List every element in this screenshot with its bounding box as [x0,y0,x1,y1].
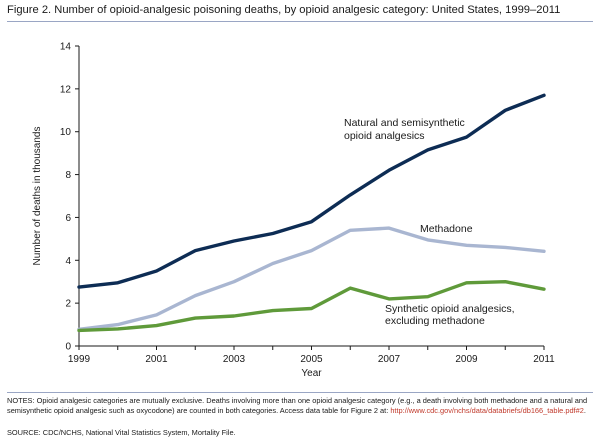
natural-series-label-line: opioid analgesics [344,130,425,142]
x-tick-label: 2001 [145,354,168,365]
notes-suffix: . [583,406,586,416]
x-tick-label: 2007 [378,354,401,365]
chart-axes [78,46,544,347]
y-tick-label: 12 [60,84,72,95]
methadone-series-line [77,226,546,331]
y-tick-label: 14 [60,42,72,53]
synthetic-series-label-line: Synthetic opioid analgesics, [385,303,515,315]
methadone-series-label-line: Methadone [420,223,473,235]
synthetic-series-line [77,280,546,333]
y-tick-label: 2 [65,299,71,310]
y-tick-label: 8 [65,170,71,181]
chart-source: SOURCE: CDC/NCHS, National Vital Statist… [7,428,236,437]
x-axis-label: Year [301,368,322,379]
data-table-link[interactable]: http://www.cdc.gov/nchs/data/databriefs/… [390,406,584,416]
y-tick-label: 10 [60,127,72,138]
x-tick-label: 1999 [68,354,91,365]
y-tick-label: 0 [65,342,71,353]
y-axis-label: Number of deaths in thousands [32,127,43,266]
x-ticks: 1999 2001 2003 2005 2007 2009 2011 [68,346,555,365]
x-tick-label: 2009 [455,354,478,365]
chart-frame [7,21,593,393]
y-ticks: 0 2 4 6 8 10 12 14 [60,42,79,353]
natural-series-label-line: Natural and semisynthetic [344,117,465,129]
line-chart: 0 2 4 6 8 10 12 14 1999 2001 2003 2005 2007 2009 2011… [32,42,555,380]
notes-text: NOTES: Opioid analgesic categories are m… [7,396,588,416]
chart-notes: NOTES: Opioid analgesic categories are m… [7,396,597,417]
y-tick-label: 4 [65,256,71,267]
y-tick-label: 6 [65,213,71,224]
x-tick-label: 2003 [223,354,246,365]
series-lines [77,93,546,333]
synthetic-series-label-line: excluding methadone [385,315,485,327]
figure-title: Figure 2. Number of opioid-analgesic poi… [7,4,561,16]
x-tick-label: 2011 [533,354,555,365]
x-tick-label: 2005 [300,354,323,365]
natural-series-line [77,93,546,289]
